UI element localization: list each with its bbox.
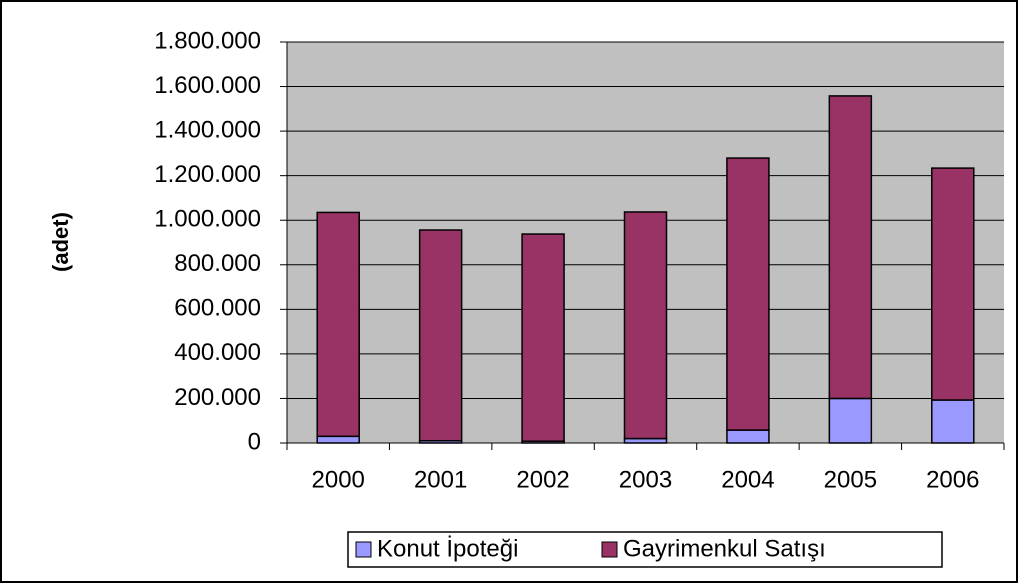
x-tick-label: 2000 (312, 466, 365, 493)
bar-segment (521, 233, 565, 442)
bar-segment (931, 399, 975, 444)
x-tick-label: 2004 (721, 466, 774, 493)
bar-segment (726, 157, 770, 431)
x-tick-label: 2001 (414, 466, 467, 493)
bar-segment (623, 211, 668, 440)
y-tick-label: 200.000 (174, 384, 261, 411)
y-tick-label: 600.000 (174, 295, 261, 322)
bar-segment (726, 429, 770, 444)
y-tick-label: 800.000 (174, 250, 261, 277)
y-axis-label: (adet) (48, 212, 73, 272)
legend-box (347, 531, 943, 568)
bar-segment (418, 229, 463, 442)
bar-segment (828, 397, 873, 444)
legend-swatch (601, 541, 618, 558)
y-tick-label: 0 (248, 428, 261, 455)
y-tick-label: 400.000 (174, 339, 261, 366)
y-tick-label: 1.400.000 (154, 116, 261, 143)
x-tick-label: 2005 (824, 466, 877, 493)
bar-segment (931, 167, 975, 401)
bar-segment (316, 211, 360, 438)
bar-segment (828, 95, 873, 400)
x-tick-label: 2002 (516, 466, 569, 493)
legend-swatch (355, 541, 372, 558)
x-tick-label: 2006 (926, 466, 979, 493)
bar-segment (316, 435, 360, 444)
y-tick-label: 1.800.000 (154, 27, 261, 54)
x-tick-label: 2003 (619, 466, 672, 493)
y-tick-label: 1.000.000 (154, 206, 261, 233)
y-tick-label: 1.200.000 (154, 161, 261, 188)
legend-label: Konut İpoteği (377, 535, 518, 562)
y-tick-label: 1.600.000 (154, 72, 261, 99)
legend-label: Gayrimenkul Satışı (623, 535, 826, 562)
